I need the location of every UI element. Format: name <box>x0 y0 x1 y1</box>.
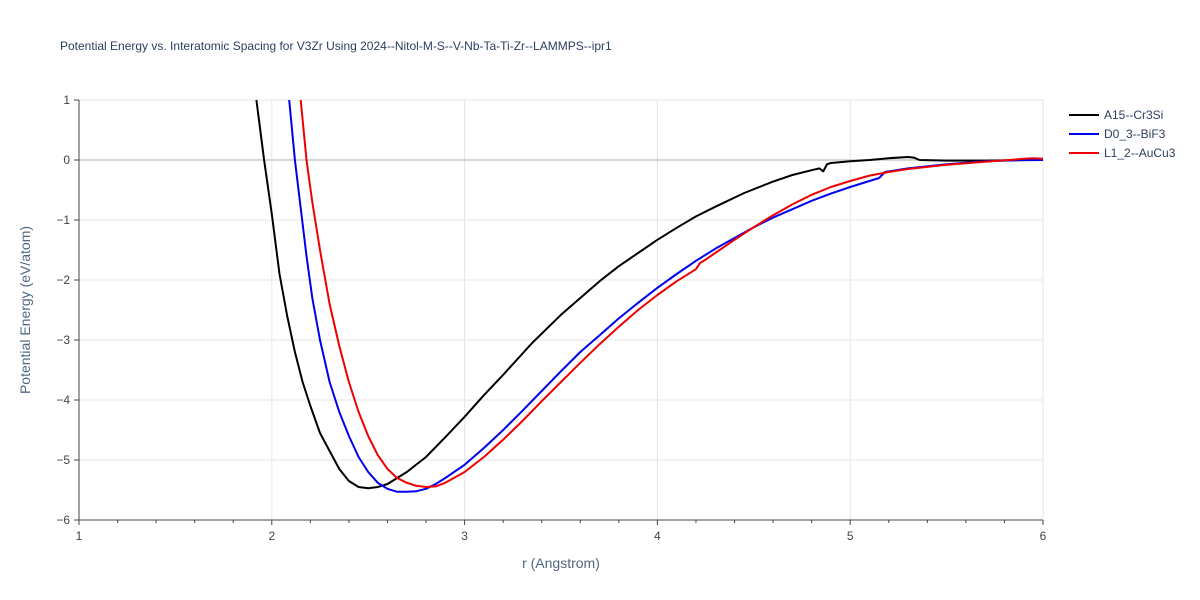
x-tick-label: 6 <box>1040 529 1047 543</box>
x-tick-label: 1 <box>76 529 83 543</box>
x-tick-label: 2 <box>268 529 275 543</box>
legend-item[interactable]: D0_3--BiF3 <box>1069 127 1166 141</box>
series-layer <box>255 100 1043 493</box>
y-tick-label: −6 <box>56 513 70 527</box>
legend-label: D0_3--BiF3 <box>1104 127 1166 141</box>
y-tick-label: 1 <box>63 93 70 107</box>
y-tick-label: −5 <box>56 453 70 467</box>
x-tick-label: 5 <box>847 529 854 543</box>
y-tick-label: −2 <box>56 273 70 287</box>
series-line-0 <box>255 100 1043 490</box>
legend-item[interactable]: A15--Cr3Si <box>1069 108 1163 122</box>
series-line-2 <box>299 100 1043 488</box>
series-line-1 <box>288 100 1043 493</box>
y-tick-label: −4 <box>56 393 70 407</box>
legend-label: A15--Cr3Si <box>1104 108 1163 122</box>
y-tick-label: −3 <box>56 333 70 347</box>
y-tick-label: −1 <box>56 213 70 227</box>
grid-layer <box>79 99 1044 520</box>
chart-title: Potential Energy vs. Interatomic Spacing… <box>60 39 612 53</box>
legend: A15--Cr3Si D0_3--BiF3 L1_2--AuCu3 <box>1069 108 1176 160</box>
x-tick-label: 3 <box>461 529 468 543</box>
y-tick-label: 0 <box>63 153 70 167</box>
axis-layer: 1 2 3 4 5 6 −6 −5 −4 −3 −2 −1 0 1 <box>56 93 1046 543</box>
legend-label: L1_2--AuCu3 <box>1104 146 1176 160</box>
y-axis-title: Potential Energy (eV/atom) <box>17 226 33 394</box>
x-tick-label: 4 <box>654 529 661 543</box>
legend-item[interactable]: L1_2--AuCu3 <box>1069 146 1176 160</box>
x-axis-title: r (Angstrom) <box>522 555 600 571</box>
